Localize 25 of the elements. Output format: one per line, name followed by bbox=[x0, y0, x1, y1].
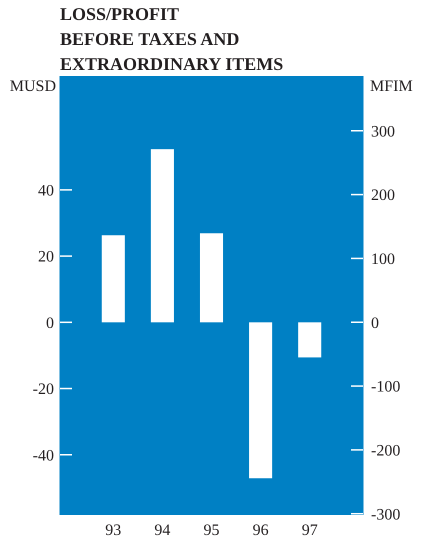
x-tick-label: 94 bbox=[154, 522, 170, 539]
x-tick-label: 95 bbox=[204, 522, 220, 539]
y-tick-label: 0 bbox=[46, 314, 54, 332]
bar bbox=[298, 322, 322, 358]
y2-tick-label: -200 bbox=[371, 442, 400, 460]
y-tick-label: 20 bbox=[38, 248, 54, 266]
y-axis-title: MUSD bbox=[10, 78, 56, 95]
y2-tick-label: 100 bbox=[371, 251, 395, 268]
chart-title: LOSS/PROFIT BEFORE TAXES AND EXTRAORDINARY ITEMS bbox=[60, 4, 284, 74]
y2-axis-title: MFIM bbox=[370, 78, 413, 95]
x-tick-label: 93 bbox=[105, 522, 122, 539]
x-tick-label: 97 bbox=[302, 522, 318, 539]
bar bbox=[200, 233, 224, 322]
bar bbox=[150, 149, 174, 322]
bar bbox=[249, 322, 272, 478]
bar bbox=[102, 235, 125, 322]
y2-tick-label: -100 bbox=[371, 378, 400, 396]
y-tick-label: -20 bbox=[32, 381, 54, 398]
y-tick-label: 40 bbox=[38, 182, 54, 200]
x-tick-label: 96 bbox=[252, 522, 269, 539]
y2-tick-label: -300 bbox=[371, 506, 400, 524]
y2-tick-label: 200 bbox=[371, 187, 395, 204]
y-tick-label: -40 bbox=[32, 447, 54, 464]
y2-tick-label: 300 bbox=[371, 123, 395, 140]
y2-tick-label: 0 bbox=[371, 314, 379, 332]
